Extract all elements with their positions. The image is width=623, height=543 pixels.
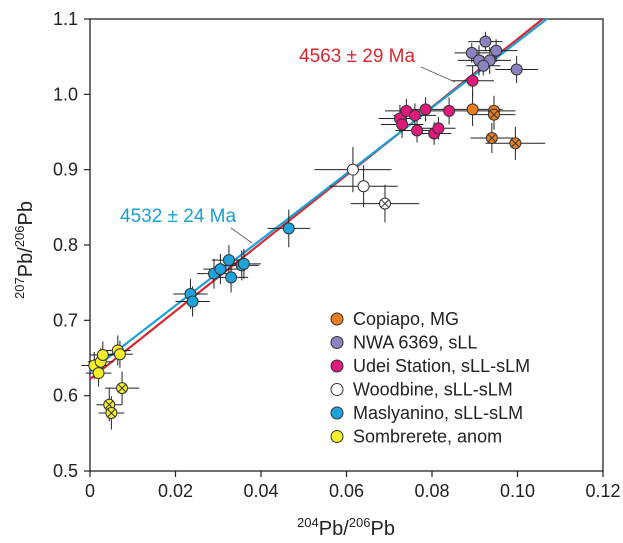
data-point (465, 46, 478, 59)
data-points (88, 35, 523, 419)
data-point (396, 118, 409, 131)
data-point (510, 63, 523, 76)
data-point (96, 348, 109, 361)
legend-label: Sombrerete, anom (353, 427, 502, 447)
x-tick-label: 0 (85, 481, 95, 501)
data-point (113, 348, 126, 361)
data-point (92, 367, 105, 380)
y-tick-label: 0.8 (53, 235, 78, 255)
y-tick-label: 0.7 (53, 310, 78, 330)
x-label-sup2: 206 (349, 515, 371, 530)
data-point (432, 122, 445, 135)
data-point (477, 59, 490, 72)
y-axis-label: 207Pb/206Pb (12, 201, 37, 299)
x-tick-label: 0.04 (243, 481, 278, 501)
data-point-cross (380, 199, 390, 208)
legend-marker (330, 430, 344, 443)
data-point (186, 295, 199, 308)
data-point (466, 74, 479, 87)
data-point-cross (511, 139, 520, 148)
x-tick-label: 0.02 (158, 481, 193, 501)
x-tick-label: 0.08 (414, 481, 449, 501)
data-point-cross (487, 133, 497, 143)
data-point (419, 103, 432, 116)
plot-frame (89, 18, 604, 472)
legend-label: Udei Station, sLL-sLM (353, 356, 530, 376)
x-axis-label: 204Pb/206Pb (297, 515, 395, 540)
data-point (490, 44, 503, 57)
y-tick-label: 0.5 (53, 461, 78, 481)
isochron-leader-blue (230, 227, 253, 244)
data-point (214, 263, 227, 276)
x-label-sup1: 204 (297, 515, 319, 530)
data-point (443, 104, 456, 117)
y-tick-label: 0.9 (53, 160, 78, 180)
legend-marker (330, 312, 344, 326)
y-tick-label: 0.6 (53, 386, 78, 406)
data-point-cross (117, 383, 127, 393)
data-point (408, 109, 421, 122)
data-point (222, 254, 235, 267)
data-point (225, 271, 238, 284)
y-label-base1: Pb/ (15, 247, 37, 277)
legend-marker (330, 359, 344, 373)
data-point-cross (489, 110, 499, 119)
x-label-base1: Pb/ (319, 518, 349, 540)
data-point (346, 163, 359, 176)
legend-marker (330, 336, 344, 349)
y-label-sup1: 207 (12, 277, 27, 299)
x-tick-label: 0.12 (585, 481, 620, 501)
legend-label: Maslyanino, sLL-sLM (353, 403, 523, 423)
legend: Copiapo, MG NWA 6369, sLL Udei Station, sL… (330, 309, 530, 447)
isochron-label-red: 4563 ± 29 Ma (299, 46, 415, 67)
plot-border (89, 18, 604, 472)
x-tick-label: 0.10 (500, 481, 535, 501)
data-point (466, 103, 479, 116)
data-point (479, 35, 492, 48)
legend-marker (330, 383, 344, 396)
isochron-line (90, 19, 549, 373)
legend-marker (330, 406, 344, 420)
x-label-base2: Pb (370, 518, 394, 540)
legend-label: NWA 6369, sLL (353, 333, 477, 353)
y-label-sup2: 206 (12, 226, 27, 248)
y-tick-label: 1.0 (53, 84, 78, 104)
legend-label: Woodbine, sLL-sLM (353, 380, 513, 400)
y-label-base2: Pb (15, 201, 37, 225)
isochron-leader-red (420, 66, 456, 83)
legend-label: Copiapo, MG (353, 309, 459, 329)
data-point (411, 124, 424, 137)
y-tick-label: 1.1 (53, 9, 78, 29)
isochron-labels: 4563 ± 29 Ma 4532 ± 24 Ma (120, 46, 456, 244)
isochron-label-blue: 4532 ± 24 Ma (120, 206, 236, 227)
x-axis-ticks: 0 0.02 0.04 0.06 0.08 0.10 0.12 (85, 471, 621, 501)
data-point (237, 257, 250, 270)
data-point (282, 222, 295, 235)
data-point (357, 180, 370, 193)
y-axis-ticks: 0.5 0.6 0.7 0.8 0.9 1.0 1.1 (53, 9, 90, 481)
data-point-cross (107, 408, 116, 418)
x-tick-label: 0.06 (329, 481, 364, 501)
